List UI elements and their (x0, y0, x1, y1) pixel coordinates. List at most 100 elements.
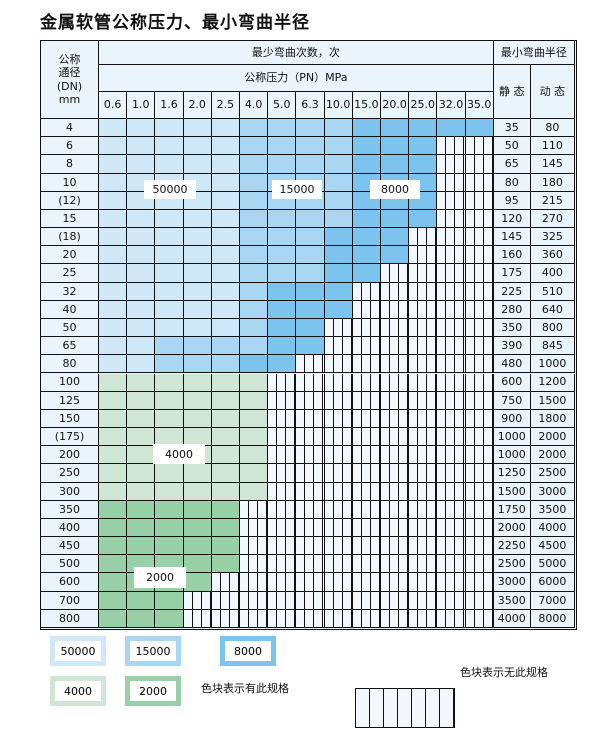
no-spec-cell (381, 482, 410, 501)
dynamic-radius-cell: 80 (530, 119, 575, 138)
no-spec-cell (183, 609, 212, 628)
dn-cell: 80 (41, 355, 99, 374)
spec-cell (409, 119, 438, 138)
spec-cell (183, 246, 212, 265)
no-spec-cell (324, 482, 353, 501)
no-spec-cell (437, 264, 466, 283)
no-spec-cell (296, 428, 325, 447)
no-spec-cell (381, 446, 410, 465)
pressure-col-header: 6.3 (296, 92, 325, 119)
spec-cell (183, 555, 212, 574)
spec-cell (127, 300, 156, 319)
spec-cell (240, 119, 269, 138)
no-spec-cell (296, 518, 325, 538)
no-spec-cell (268, 591, 297, 610)
spec-cell (127, 282, 156, 301)
dn-cell: 800 (41, 609, 99, 628)
no-spec-cell (268, 500, 297, 519)
spec-cell (127, 355, 156, 374)
pressure-col-header: 2.5 (211, 92, 240, 119)
static-radius-cell: 50 (493, 137, 531, 156)
no-spec-cell (381, 409, 410, 429)
spec-cell (240, 191, 269, 210)
no-spec-cell (409, 500, 438, 519)
static-radius-cell: 80 (493, 173, 531, 192)
spec-cell (381, 137, 410, 156)
spec-cell (240, 482, 269, 501)
static-radius-cell: 600 (493, 373, 531, 392)
spec-cell (211, 373, 240, 392)
spec-cell (127, 609, 156, 628)
static-radius-cell: 4000 (493, 609, 531, 628)
no-spec-cell (268, 373, 297, 392)
no-spec-cell (465, 337, 494, 356)
spec-cell (183, 500, 212, 519)
no-spec-cell (296, 500, 325, 519)
spec-cell (155, 591, 184, 610)
spec-cell (155, 537, 184, 556)
no-spec-cell (352, 373, 381, 392)
no-spec-cell (296, 373, 325, 392)
spec-cell (240, 300, 269, 319)
no-spec-cell (381, 573, 410, 592)
spec-cell (99, 318, 128, 338)
spec-cell (183, 518, 212, 538)
no-spec-cell (465, 482, 494, 501)
no-spec-cell (296, 409, 325, 429)
spec-cell (183, 482, 212, 501)
no-spec-cell (324, 537, 353, 556)
dn-cell: 125 (41, 391, 99, 410)
dn-cell: 6 (41, 137, 99, 156)
spec-cell (99, 573, 128, 592)
no-spec-cell (352, 409, 381, 429)
no-spec-cell (465, 173, 494, 192)
no-spec-cell (437, 555, 466, 574)
spec-cell (268, 228, 297, 247)
spec-cell (324, 191, 353, 210)
no-spec-cell (437, 155, 466, 174)
no-spec-cell (268, 428, 297, 447)
static-radius-cell: 175 (493, 264, 531, 283)
dn-cell: (175) (41, 428, 99, 447)
no-spec-cell (352, 555, 381, 574)
spec-cell (211, 391, 240, 410)
spec-cell (211, 446, 240, 465)
no-spec-cell (409, 428, 438, 447)
spec-cell (99, 428, 128, 447)
static-radius-cell: 35 (493, 119, 531, 138)
no-spec-cell (437, 137, 466, 156)
dn-cell: 400 (41, 518, 99, 538)
static-radius-cell: 350 (493, 318, 531, 338)
dn-cell: 8 (41, 155, 99, 174)
no-spec-cell (409, 537, 438, 556)
no-spec-cell (352, 300, 381, 319)
no-spec-cell (324, 446, 353, 465)
spec-cell (155, 246, 184, 265)
pressure-col-header: 5.0 (268, 92, 297, 119)
dn-cell: 250 (41, 464, 99, 483)
static-radius-cell: 1500 (493, 482, 531, 501)
no-spec-cell (324, 464, 353, 483)
spec-cell (127, 500, 156, 519)
spec-cell (155, 300, 184, 319)
dynamic-radius-cell: 640 (530, 300, 575, 319)
spec-cell (127, 428, 156, 447)
spec-cell (127, 119, 156, 138)
spec-cell (211, 318, 240, 338)
no-spec-cell (296, 609, 325, 628)
spec-cell (268, 246, 297, 265)
pressure-col-header: 25.0 (409, 92, 438, 119)
spec-cell (183, 155, 212, 174)
no-spec-cell (465, 391, 494, 410)
spec-cell (155, 209, 184, 229)
dynamic-radius-cell: 110 (530, 137, 575, 156)
no-spec-cell (352, 391, 381, 410)
spec-cell (127, 246, 156, 265)
no-spec-cell (465, 409, 494, 429)
no-spec-cell (296, 446, 325, 465)
no-spec-cell (352, 428, 381, 447)
no-spec-cell (437, 573, 466, 592)
no-spec-cell (324, 428, 353, 447)
no-spec-cell (268, 391, 297, 410)
spec-cell (211, 300, 240, 319)
